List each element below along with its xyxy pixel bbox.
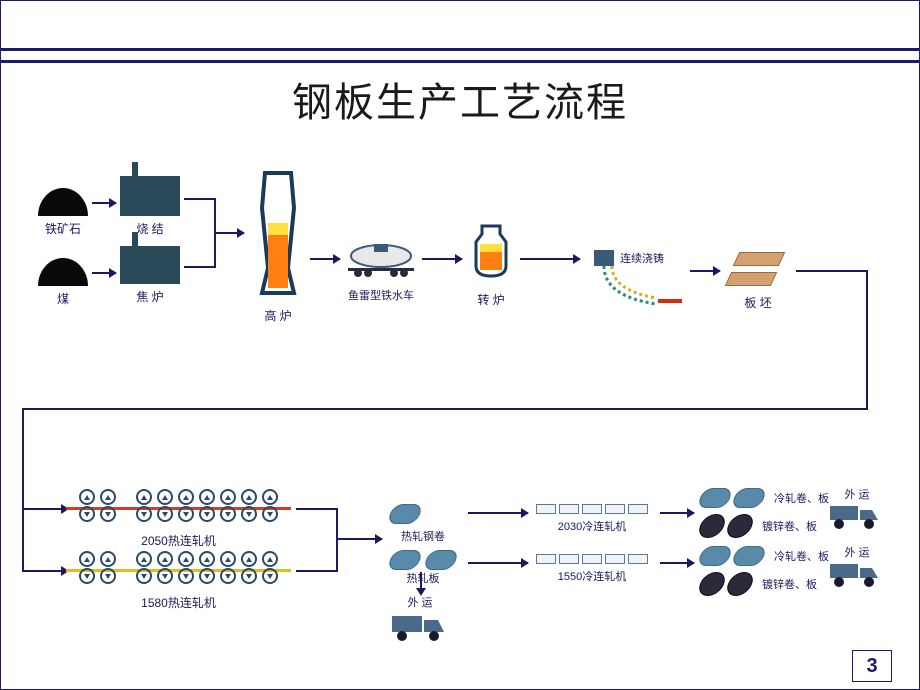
node-converter: 转 炉 <box>468 222 514 308</box>
label-cold-mill-2030: 2030冷连轧机 <box>536 518 648 534</box>
truck-icon-3 <box>828 560 886 588</box>
arrow-hot-to-coil <box>336 538 382 540</box>
label-cold-coil-2: 冷轧卷、板 <box>774 548 829 564</box>
label-hot-mill-2050: 2050热连轧机 <box>78 532 279 549</box>
torpedo-icon <box>344 242 418 278</box>
label-hot-coil: 热轧钢卷 <box>390 528 456 544</box>
node-cold-mill-2030: 2030冷连轧机 <box>536 504 648 534</box>
label-galv-coil-2: 镀锌卷、板 <box>762 576 817 592</box>
path-down-right <box>866 270 868 410</box>
label-hot-plate: 热轧板 <box>390 570 456 586</box>
node-coal: 煤 <box>38 258 88 307</box>
node-hot-mill-2050: 2050热连轧机 <box>78 488 279 549</box>
truck-icon-1 <box>390 612 450 642</box>
label-ship-out-2: 外 运 <box>828 486 886 502</box>
node-blast-furnace: 高 炉 <box>250 168 306 324</box>
label-hot-mill-1580: 1580热连轧机 <box>78 594 279 611</box>
line-1580-out <box>296 570 336 572</box>
path-down-left <box>22 408 24 508</box>
label-casting: 连续浇铸 <box>620 250 664 266</box>
arrow-into-2050 <box>22 508 68 510</box>
line-hot-merge <box>336 508 338 572</box>
path-slab-right <box>796 270 866 272</box>
label-torpedo: 鱼雷型铁水车 <box>344 287 418 303</box>
label-iron-ore: 铁矿石 <box>38 220 88 237</box>
label-ship-out-3: 外 运 <box>828 544 886 560</box>
arrow-hot-to-1550 <box>468 562 528 564</box>
arrow-2030-out <box>660 512 694 514</box>
label-slab: 板 坯 <box>728 294 788 311</box>
arrow-hot-to-2030 <box>468 512 528 514</box>
node-iron-ore: 铁矿石 <box>38 188 88 237</box>
node-cold-products-2: 冷轧卷、板 镀锌卷、板 <box>700 546 829 596</box>
label-cold-coil-1: 冷轧卷、板 <box>774 490 829 506</box>
node-ship-out-1: 外 运 <box>390 594 450 647</box>
label-coke-oven: 焦 炉 <box>120 288 180 305</box>
label-cold-mill-1550: 1550冷连轧机 <box>536 568 648 584</box>
path-split-v <box>22 508 24 570</box>
blast-furnace-icon <box>250 168 306 298</box>
node-cold-mill-1550: 1550冷连轧机 <box>536 554 648 584</box>
label-converter: 转 炉 <box>468 291 514 308</box>
node-hot-mill-1580: 1580热连轧机 <box>78 550 279 611</box>
label-sintering: 烧 结 <box>120 220 180 237</box>
node-ship-out-3: 外 运 <box>828 544 886 593</box>
flow-diagram: 铁矿石 烧 结 煤 焦 炉 高 炉 <box>0 150 920 620</box>
node-slab: 板 坯 <box>728 250 788 311</box>
node-ship-out-2: 外 运 <box>828 486 886 535</box>
divider-top-2 <box>0 60 920 63</box>
label-ship-out-1: 外 运 <box>390 594 450 610</box>
arrow-torpedo-converter <box>422 258 462 260</box>
label-coal: 煤 <box>38 290 88 307</box>
node-casting: 连续浇铸 <box>586 246 686 329</box>
line-2050-out <box>296 508 336 510</box>
arrow-1550-out <box>660 562 694 564</box>
arrow-ore-sinter <box>92 202 116 204</box>
node-torpedo-car: 鱼雷型铁水车 <box>344 242 418 303</box>
node-sintering: 烧 结 <box>120 176 180 237</box>
arrow-to-furnace <box>214 232 244 234</box>
arrow-into-1580 <box>22 570 68 572</box>
arrow-furnace-torpedo <box>310 258 340 260</box>
arrow-cast-slab <box>690 270 720 272</box>
line-sinter-out <box>184 198 214 200</box>
label-galv-coil-1: 镀锌卷、板 <box>762 518 817 534</box>
arrow-coal-coke <box>92 272 116 274</box>
path-across <box>22 408 868 410</box>
page-number: 3 <box>852 650 892 682</box>
node-hot-coil: 热轧钢卷 热轧板 <box>390 504 456 586</box>
node-cold-products-1: 冷轧卷、板 镀锌卷、板 <box>700 488 829 538</box>
page-title: 钢板生产工艺流程 <box>0 70 920 128</box>
truck-icon-2 <box>828 502 886 530</box>
line-coke-out <box>184 266 214 268</box>
node-coke-oven: 焦 炉 <box>120 246 180 305</box>
label-blast-furnace: 高 炉 <box>250 307 306 324</box>
divider-top-1 <box>0 48 920 51</box>
arrow-converter-cast <box>520 258 580 260</box>
converter-icon <box>468 222 514 282</box>
